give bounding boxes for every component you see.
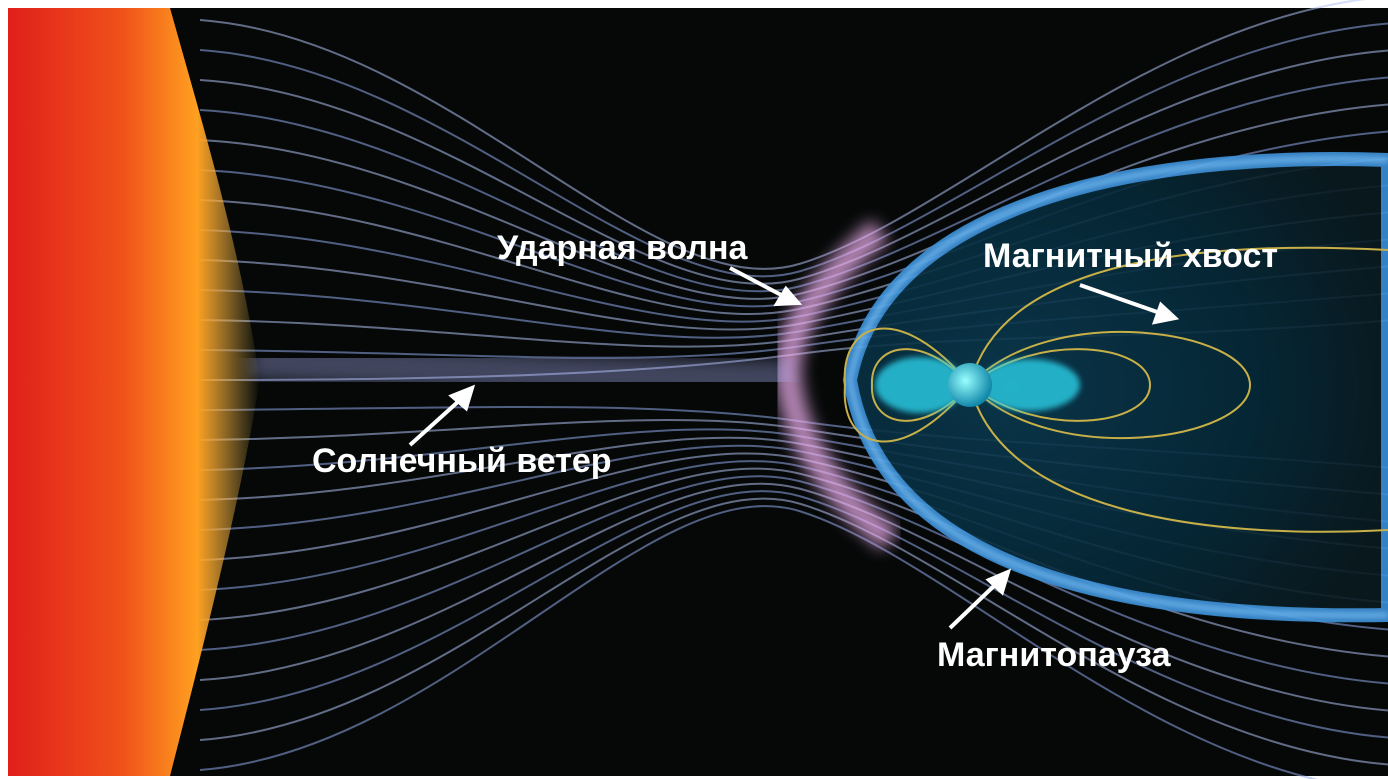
label: Ударная волна <box>497 229 749 267</box>
earth <box>948 363 992 407</box>
label: Магнитный хвост <box>983 237 1278 275</box>
page: Ударная волна Магнитный хвост Солнечный … <box>0 0 1388 779</box>
diagram: Ударная волна Магнитный хвост Солнечный … <box>0 0 1388 779</box>
label: Солнечный ветер <box>312 442 612 480</box>
radiation-belt <box>980 359 1080 411</box>
solar-wind-stream <box>250 360 790 380</box>
label: Магнитопауза <box>937 636 1172 674</box>
